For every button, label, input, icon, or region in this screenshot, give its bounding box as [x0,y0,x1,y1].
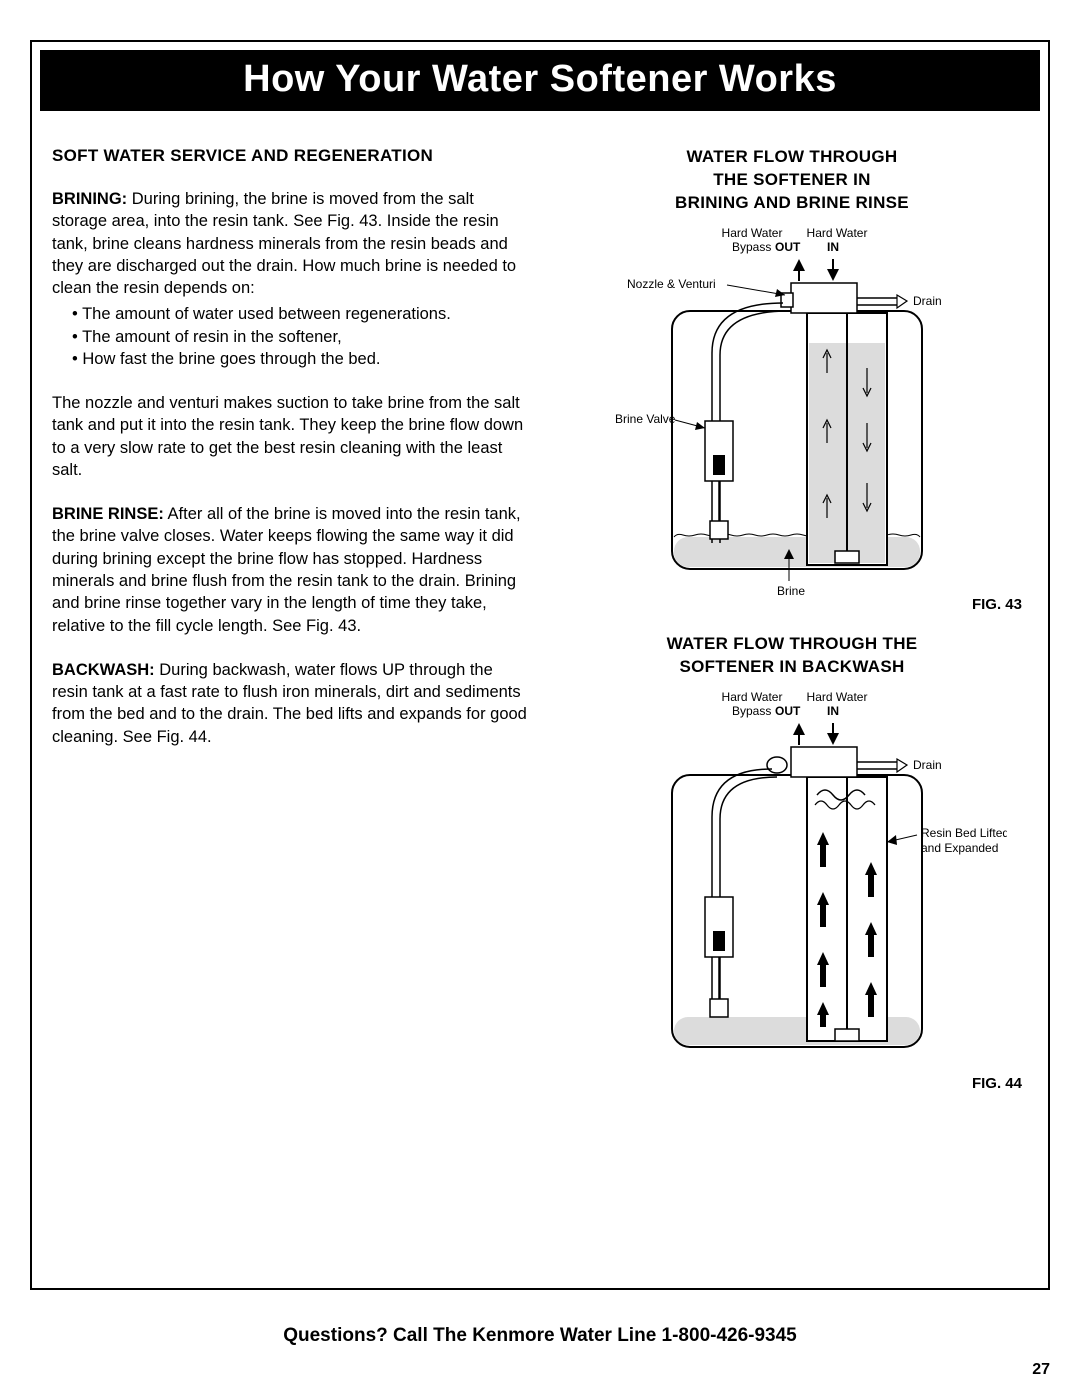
out-label: OUT [775,704,801,718]
brine-valve-label: Brine Valve [615,412,676,426]
footer-text: Questions? Call The Kenmore Water Line 1… [0,1325,1080,1347]
drain-label: Drain [913,294,942,308]
nozzle-paragraph: The nozzle and venturi makes suction to … [52,392,532,481]
fig43-diagram: Hard Water Bypass OUT Hard Water IN [577,223,1007,598]
list-item: How fast the brine goes through the bed. [72,348,532,370]
hw-bypass-label: Hard Water [722,690,783,704]
brining-paragraph: BRINING: During brining, the brine is mo… [52,188,532,299]
page-number: 27 [1032,1361,1050,1379]
hw-in-label: Hard Water [807,226,868,240]
bypass-label: Bypass [732,240,771,254]
list-item: The amount of resin in the softener, [72,326,532,348]
brine-rinse-label: BRINE RINSE: [52,505,164,523]
fig44-heading-l1: WATER FLOW THROUGH THE [667,634,918,653]
brine-label: Brine [777,584,805,598]
backwash-label: BACKWASH: [52,661,155,679]
fig43-heading-l3: BRINING AND BRINE RINSE [675,193,909,212]
fig43-heading-l1: WATER FLOW THROUGH [687,147,898,166]
page-frame: How Your Water Softener Works SOFT WATER… [30,40,1050,1290]
resin-lifted-l2: and Expanded [921,841,998,855]
bullet-list: The amount of water used between regener… [52,303,532,370]
left-column: SOFT WATER SERVICE AND REGENERATION BRIN… [52,146,532,1112]
hw-in-label: Hard Water [807,690,868,704]
fig43-container: Hard Water Bypass OUT Hard Water IN [562,223,1022,613]
list-item: The amount of water used between regener… [72,303,532,325]
in-label: IN [827,240,839,254]
page-title: How Your Water Softener Works [40,50,1040,111]
right-column: WATER FLOW THROUGH THE SOFTENER IN BRINI… [562,146,1022,1112]
brining-label: BRINING: [52,190,127,208]
content-area: SOFT WATER SERVICE AND REGENERATION BRIN… [32,111,1048,1112]
hw-bypass-label: Hard Water [722,226,783,240]
brine-rinse-text: After all of the brine is moved into the… [52,505,521,634]
fig44-diagram: Hard Water Bypass OUT Hard Water IN [577,687,1007,1077]
fig44-label: FIG. 44 [972,1075,1022,1092]
drain-label: Drain [913,758,942,772]
nozzle-venturi-label: Nozzle & Venturi [627,277,716,291]
fig43-label: FIG. 43 [972,596,1022,613]
backwash-paragraph: BACKWASH: During backwash, water flows U… [52,659,532,748]
brine-rinse-paragraph: BRINE RINSE: After all of the brine is m… [52,503,532,637]
fig43-heading-l2: THE SOFTENER IN [713,170,871,189]
section-heading: SOFT WATER SERVICE AND REGENERATION [52,146,532,166]
bypass-label: Bypass [732,704,771,718]
out-label: OUT [775,240,801,254]
fig43-heading: WATER FLOW THROUGH THE SOFTENER IN BRINI… [562,146,1022,215]
in-label: IN [827,704,839,718]
fig44-container: Hard Water Bypass OUT Hard Water IN [562,687,1022,1092]
resin-lifted-l1: Resin Bed Lifted [921,826,1007,840]
fig44-heading-l2: SOFTENER IN BACKWASH [679,657,904,676]
fig44-heading: WATER FLOW THROUGH THE SOFTENER IN BACKW… [562,633,1022,679]
